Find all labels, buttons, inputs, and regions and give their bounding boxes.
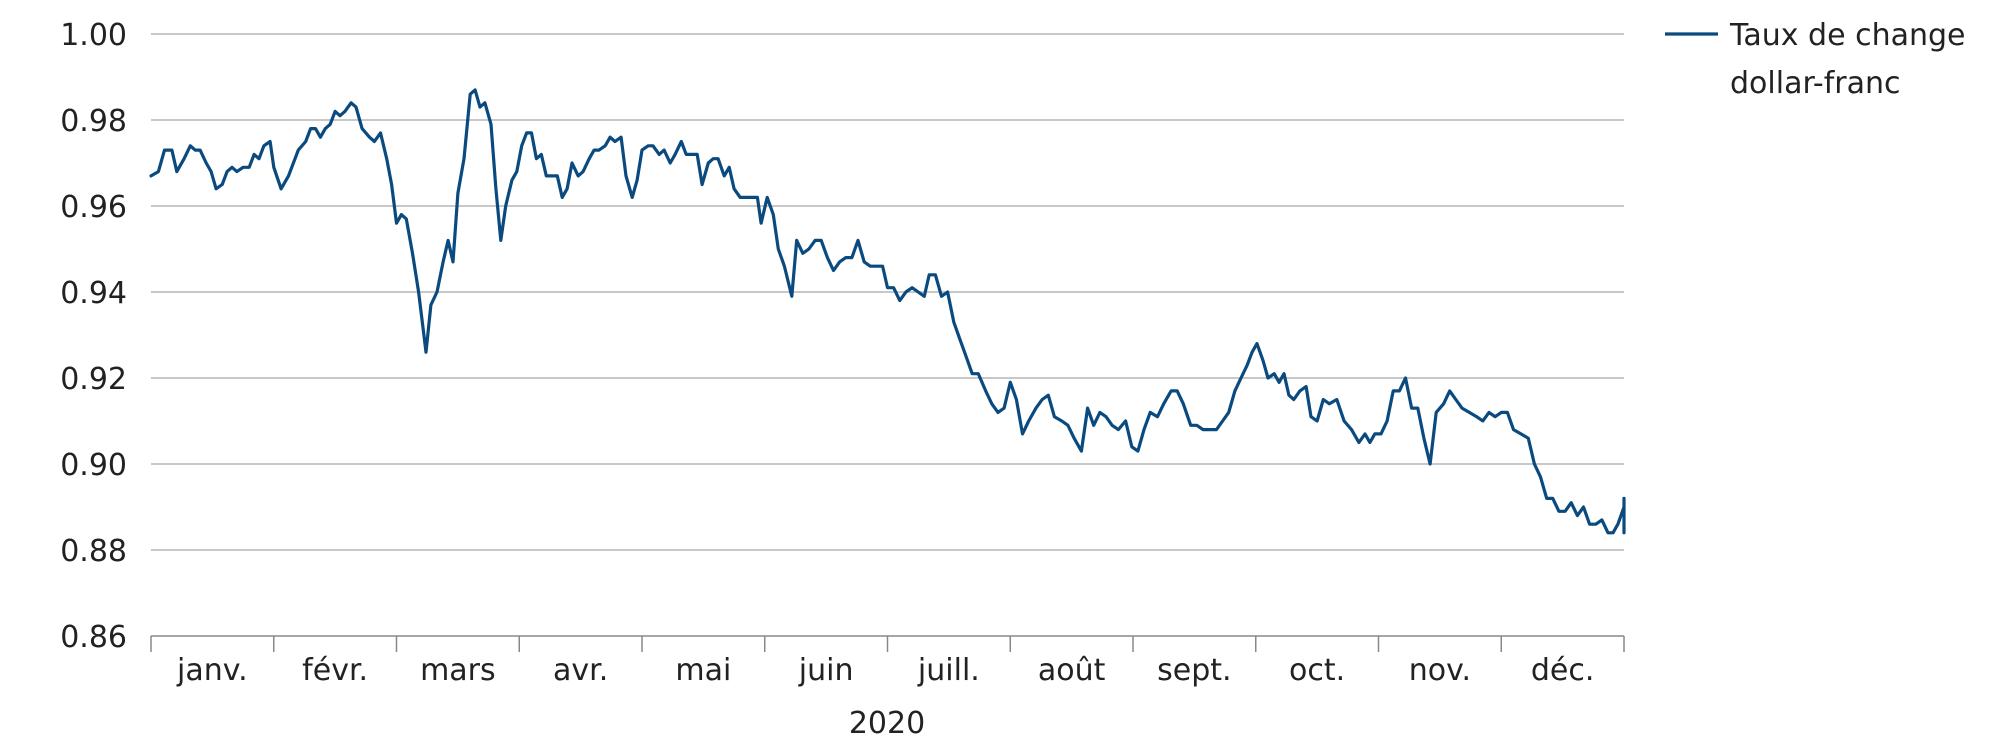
x-tick-label: oct. bbox=[1289, 653, 1345, 688]
y-tick-label: 0.96 bbox=[60, 190, 127, 225]
x-tick-label: sept. bbox=[1157, 653, 1231, 688]
x-tick-label: mai bbox=[675, 653, 731, 688]
y-tick-label: 0.86 bbox=[60, 620, 127, 655]
legend: Taux de change dollar-franc bbox=[1665, 18, 1966, 101]
series-line-dollar-franc bbox=[149, 88, 1626, 535]
y-tick-label: 1.00 bbox=[60, 18, 127, 53]
x-tick-label: janv. bbox=[176, 653, 248, 688]
x-tick-label: déc. bbox=[1531, 653, 1595, 688]
x-tick-label: août bbox=[1038, 653, 1106, 688]
y-tick-label: 0.90 bbox=[60, 448, 127, 483]
x-tick-label: nov. bbox=[1409, 653, 1471, 688]
x-axis-title: 2020 bbox=[849, 706, 925, 741]
grid-lines bbox=[151, 33, 1624, 551]
x-tick-label: avr. bbox=[553, 653, 608, 688]
y-tick-label: 0.88 bbox=[60, 534, 127, 569]
x-tick-label: juill. bbox=[917, 653, 980, 688]
y-tick-label: 0.98 bbox=[60, 104, 127, 139]
y-tick-label: 0.92 bbox=[60, 362, 127, 397]
x-tick-label: juin bbox=[798, 653, 854, 688]
legend-label-line-2: dollar-franc bbox=[1730, 66, 1900, 101]
y-axis: 1.00 0.98 0.96 0.94 0.92 0.90 0.88 0.86 bbox=[60, 18, 127, 655]
x-axis: janv. févr. mars avr. mai juin juill. août sept.… bbox=[150, 635, 1625, 688]
legend-label-line-1: Taux de change bbox=[1729, 18, 1966, 53]
x-tick-label: févr. bbox=[302, 653, 368, 688]
y-tick-label: 0.94 bbox=[60, 276, 127, 311]
x-tick-label: mars bbox=[420, 653, 496, 688]
